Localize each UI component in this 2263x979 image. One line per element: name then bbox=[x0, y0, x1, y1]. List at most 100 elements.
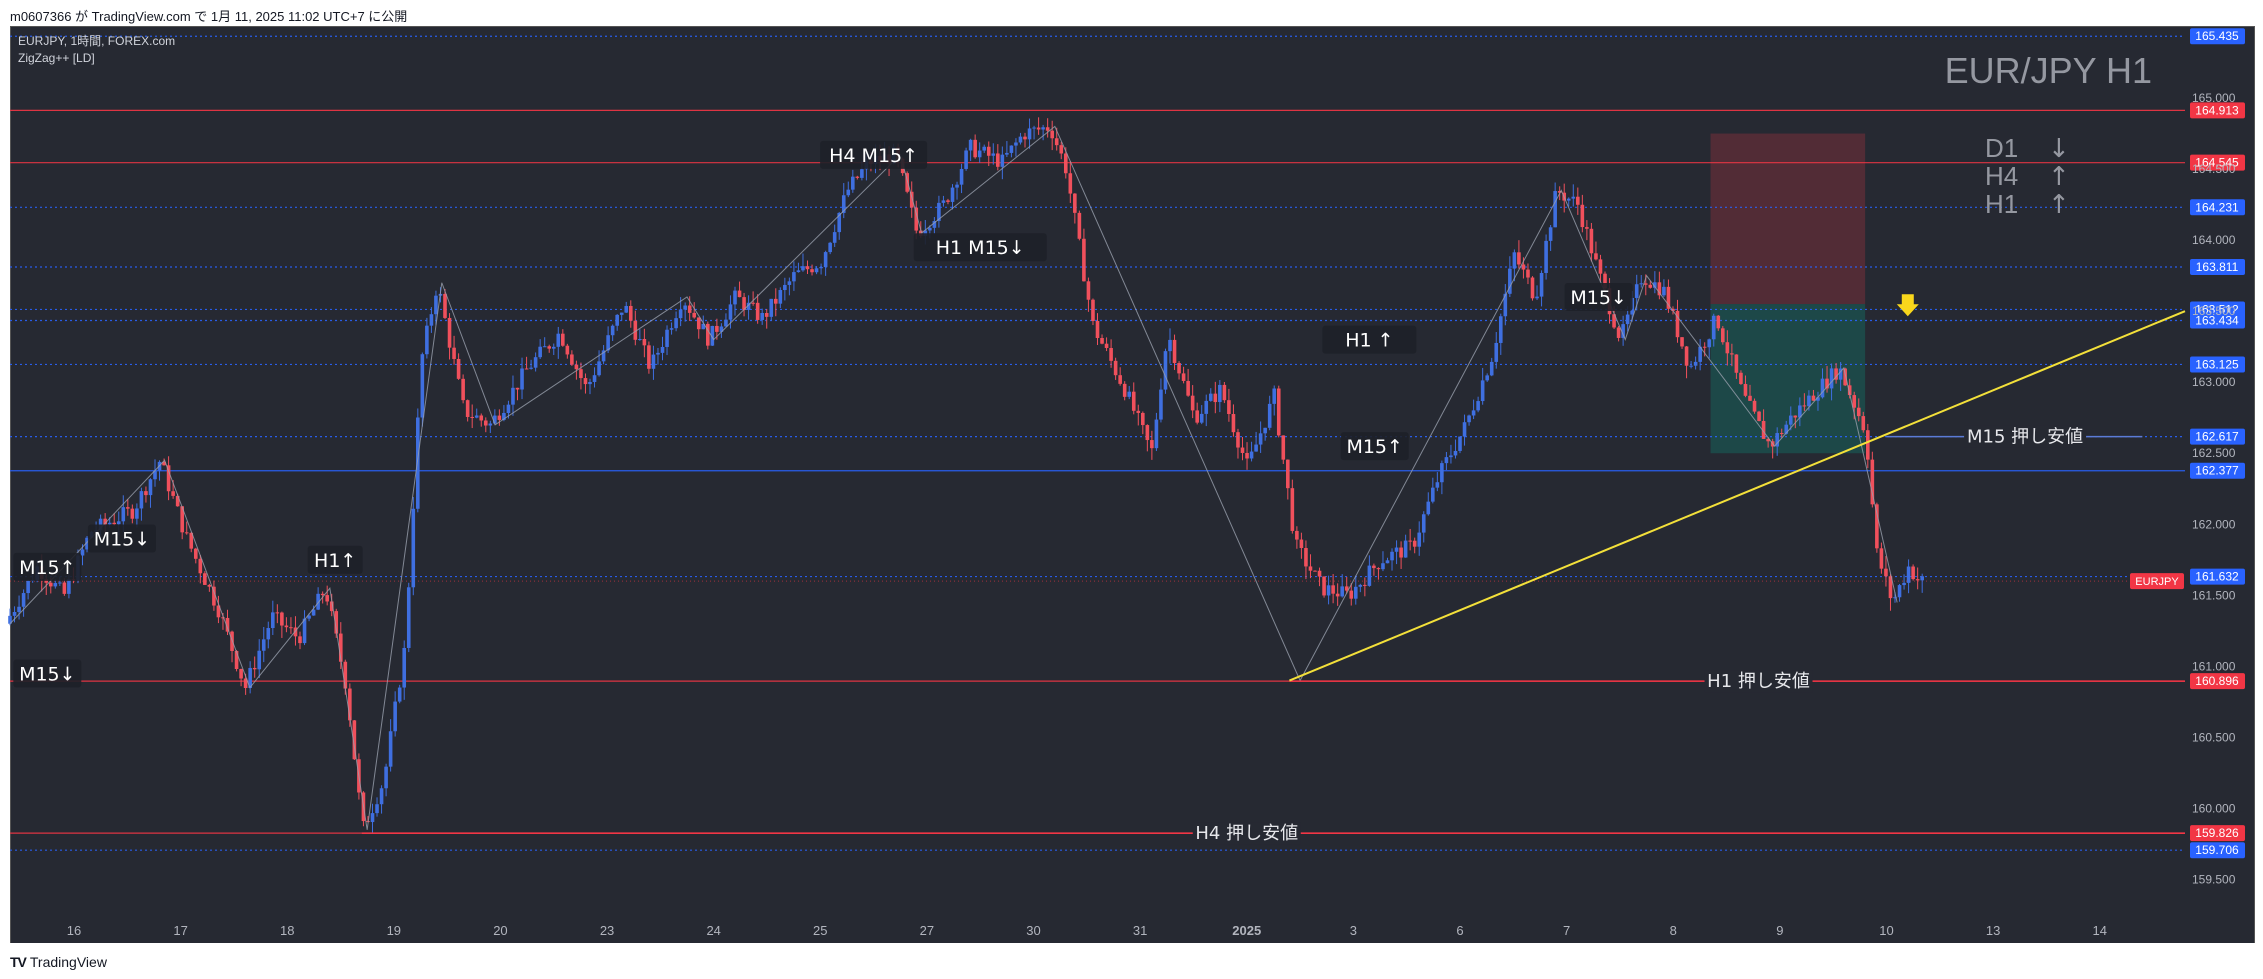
candle-body bbox=[1344, 586, 1349, 591]
candle-body bbox=[1653, 282, 1657, 288]
price-tag bbox=[2190, 102, 2245, 119]
candle-body bbox=[1100, 338, 1104, 344]
candle-body bbox=[1145, 425, 1150, 441]
candle-body bbox=[1050, 130, 1054, 139]
candle-body bbox=[1091, 299, 1095, 322]
candle-body bbox=[275, 612, 280, 614]
candle-body bbox=[1589, 228, 1594, 254]
publish-info: m0607366 が TradingView.com で 1月 11, 2025… bbox=[10, 9, 408, 24]
candle-body bbox=[1748, 395, 1752, 401]
candle-body bbox=[320, 593, 325, 596]
candle-body bbox=[103, 518, 107, 525]
candle-body bbox=[823, 252, 828, 268]
candle-body bbox=[1177, 363, 1181, 374]
candle-body bbox=[162, 461, 166, 466]
annotation-label: M15↑ bbox=[1346, 436, 1403, 458]
trend-direction: ↑ bbox=[2048, 190, 2070, 220]
price-tag-label: 161.632 bbox=[2195, 570, 2239, 584]
candle-body bbox=[724, 319, 728, 327]
candle-body bbox=[370, 813, 375, 823]
candle-body bbox=[447, 317, 452, 348]
candle-body bbox=[1204, 400, 1209, 414]
candle-body bbox=[719, 326, 724, 332]
candle-body bbox=[1911, 566, 1915, 580]
candle-body bbox=[1032, 127, 1036, 129]
price-tag bbox=[2190, 28, 2245, 45]
candle-body bbox=[909, 191, 914, 208]
y-tick-label: 162.500 bbox=[2192, 446, 2236, 460]
candle-body bbox=[1603, 273, 1607, 289]
annotation-bg bbox=[13, 659, 82, 688]
candle-body bbox=[1585, 227, 1589, 229]
candle-body bbox=[434, 295, 438, 315]
candle-body bbox=[1639, 283, 1644, 285]
candle-body bbox=[810, 269, 814, 273]
candle-body bbox=[1612, 314, 1616, 328]
candle-body bbox=[1580, 204, 1585, 228]
candle-body bbox=[1879, 548, 1884, 569]
candle-body bbox=[583, 378, 588, 385]
candle-body bbox=[1666, 286, 1671, 309]
y-tick-label: 164.500 bbox=[2192, 162, 2236, 176]
price-tag-label: 162.377 bbox=[2195, 464, 2239, 478]
candle-body bbox=[986, 146, 991, 156]
candle-body bbox=[1005, 152, 1009, 155]
tradingview-brand[interactable]: TV TradingView bbox=[10, 954, 107, 970]
annotation-label: H4 M15↑ bbox=[829, 145, 918, 167]
candle-body bbox=[1544, 240, 1548, 273]
candle-body bbox=[1421, 514, 1426, 533]
annotation-label: H1 ↑ bbox=[1345, 330, 1393, 352]
candle-body bbox=[746, 302, 751, 310]
y-tick-label: 159.500 bbox=[2192, 872, 2236, 886]
candle-body bbox=[1440, 463, 1444, 483]
x-tick-label: 3 bbox=[1350, 923, 1357, 938]
candle-body bbox=[928, 227, 932, 231]
candle-body bbox=[1467, 415, 1471, 423]
chart-area[interactable] bbox=[10, 26, 2255, 945]
candle-body bbox=[416, 417, 420, 509]
price-tag bbox=[2190, 462, 2245, 479]
annotation-bg bbox=[87, 524, 156, 553]
candle-body bbox=[1172, 339, 1177, 364]
candle-body bbox=[184, 532, 189, 534]
candle-body bbox=[26, 580, 30, 594]
candle-body bbox=[1757, 411, 1761, 421]
candle-body bbox=[21, 593, 26, 607]
candle-body bbox=[751, 302, 755, 304]
price-tag-label: 165.435 bbox=[2195, 29, 2239, 43]
candle-body bbox=[1218, 384, 1222, 403]
candle-body bbox=[715, 325, 719, 332]
symbol-watermark: EUR/JPY H1 bbox=[1945, 50, 2152, 91]
price-tag bbox=[2190, 154, 2245, 171]
candle-body bbox=[1648, 284, 1653, 288]
candle-body bbox=[1068, 173, 1073, 194]
x-tick-label: 16 bbox=[67, 923, 81, 938]
candle-body bbox=[937, 202, 941, 222]
candle-body bbox=[1045, 127, 1050, 131]
candle-body bbox=[429, 314, 434, 326]
candle-body bbox=[1512, 252, 1517, 269]
candle-body bbox=[411, 508, 416, 588]
candle-body bbox=[1186, 380, 1190, 396]
candle-body bbox=[44, 579, 49, 583]
candle-body bbox=[1313, 570, 1317, 572]
annotation-label: M15↓ bbox=[1570, 287, 1627, 309]
candle-body bbox=[1847, 385, 1852, 396]
candle-body bbox=[221, 617, 225, 619]
x-tick-label: 19 bbox=[387, 923, 401, 938]
candle-body bbox=[257, 650, 262, 670]
candle-body bbox=[805, 266, 810, 270]
candle-body bbox=[1535, 296, 1539, 299]
candle-body bbox=[1417, 532, 1422, 547]
candle-body bbox=[284, 625, 289, 628]
candle-body bbox=[905, 173, 909, 192]
candle-body bbox=[855, 176, 860, 178]
candle-body bbox=[860, 169, 864, 178]
candle-body bbox=[1363, 584, 1367, 586]
candle-body bbox=[1227, 400, 1231, 415]
candle-body bbox=[252, 667, 257, 670]
candle-body bbox=[488, 423, 493, 426]
candle-body bbox=[1576, 196, 1580, 205]
annotation-label: M15↓ bbox=[19, 663, 76, 685]
